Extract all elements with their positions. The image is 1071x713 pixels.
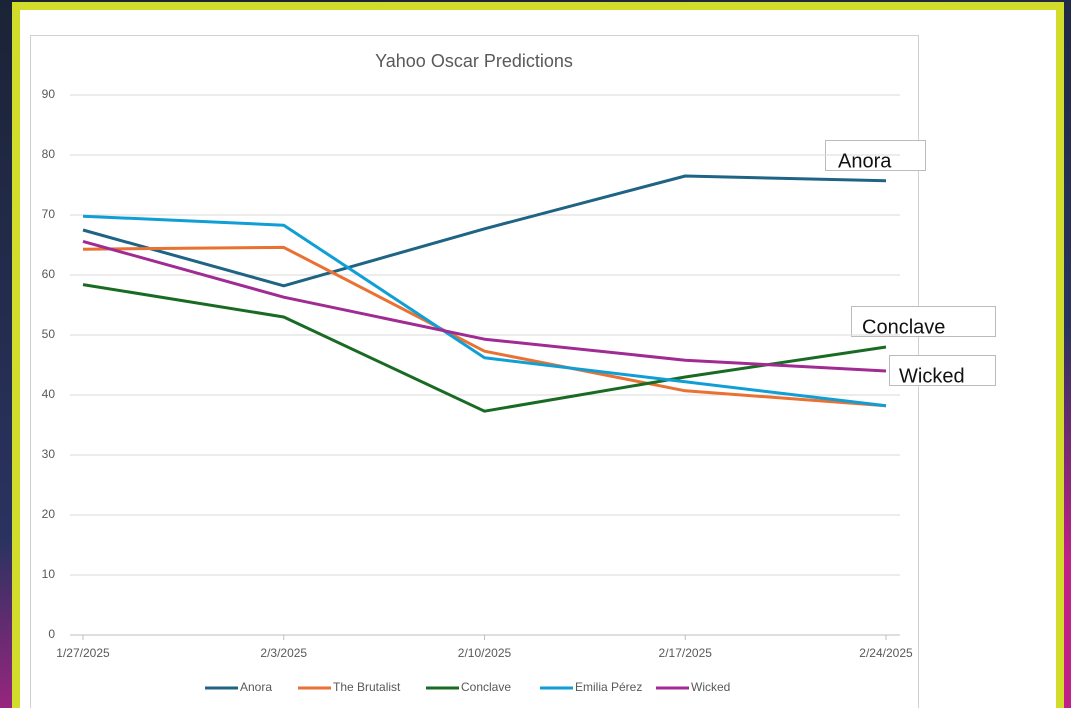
x-tick-label: 2/10/2025 — [458, 646, 512, 660]
y-tick-label: 30 — [42, 447, 56, 461]
x-tick-label: 2/17/2025 — [659, 646, 713, 660]
chart-title: Yahoo Oscar Predictions — [375, 51, 573, 71]
x-tick-label: 2/3/2025 — [260, 646, 307, 660]
annotation-box — [851, 306, 996, 337]
annotation-box — [889, 355, 996, 386]
series-line — [82, 174, 887, 288]
series-line — [82, 283, 887, 413]
series-line — [82, 239, 887, 373]
y-tick-label: 90 — [42, 87, 56, 101]
y-tick-label: 20 — [42, 507, 56, 521]
y-tick-label: 40 — [42, 387, 56, 401]
y-tick-label: 70 — [42, 207, 56, 221]
y-tick-label: 80 — [42, 147, 56, 161]
legend-label: Wicked — [691, 680, 730, 694]
annotation: Anora — [838, 150, 892, 172]
legend-label: The Brutalist — [333, 680, 401, 694]
y-tick-label: 50 — [42, 327, 56, 341]
x-tick-label: 1/27/2025 — [56, 646, 110, 660]
annotation: Conclave — [862, 316, 945, 338]
y-tick-label: 0 — [48, 627, 55, 641]
series-line — [82, 245, 887, 408]
series-line — [82, 214, 887, 408]
annotation: Wicked — [899, 365, 965, 387]
chart-area — [30, 35, 919, 713]
y-tick-label: 10 — [42, 567, 56, 581]
x-tick-label: 2/24/2025 — [859, 646, 913, 660]
legend-label: Anora — [240, 680, 272, 694]
legend-label: Emilia Pérez — [575, 680, 642, 694]
legend-label: Conclave — [461, 680, 511, 694]
y-tick-label: 60 — [42, 267, 56, 281]
